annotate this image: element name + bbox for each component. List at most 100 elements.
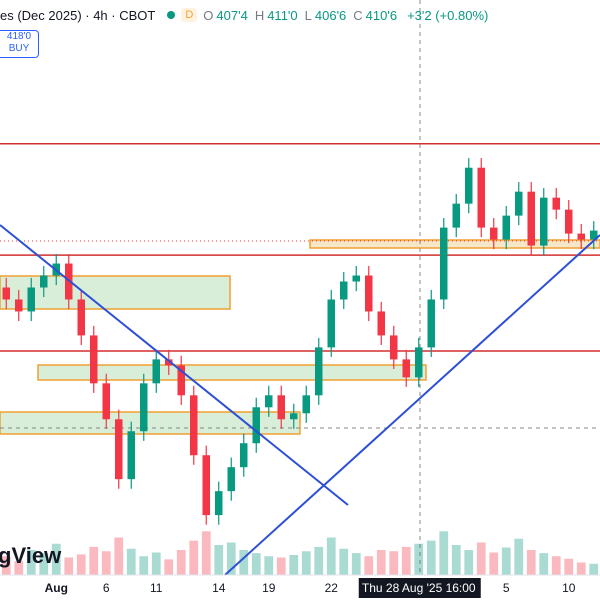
candle-body	[440, 227, 448, 300]
symbol: es (Dec 2025) · 4h · CBOT	[0, 7, 156, 23]
volume-bar	[514, 538, 524, 575]
volume-bar	[314, 546, 324, 575]
volume-bar	[589, 563, 599, 575]
candle-body	[277, 395, 285, 420]
volume-bar	[64, 557, 74, 575]
volume-bar	[139, 556, 149, 575]
volume-bar	[189, 540, 199, 575]
candle-body	[340, 281, 348, 300]
candle-body	[265, 395, 273, 408]
candle-body	[315, 347, 323, 396]
x-tick-label: 11	[150, 581, 163, 595]
candle-body	[227, 467, 235, 492]
candle-body	[577, 233, 585, 240]
volume-bar	[489, 552, 499, 575]
ohlc: O 407'4 H 411'0 L 406'6 C 410'6	[203, 8, 401, 23]
candle-body	[177, 365, 185, 396]
ohlc-value: 407'4	[216, 7, 248, 23]
volume-bar	[164, 559, 174, 575]
order-side: BUY	[8, 43, 30, 54]
x-tick-label: 19	[262, 581, 276, 595]
candle-body	[477, 167, 485, 228]
candle-body	[2, 287, 10, 300]
volume-bar	[551, 556, 561, 575]
x-tick-label: Aug	[45, 581, 68, 595]
candle-body	[390, 335, 398, 360]
volume-bar	[176, 550, 186, 575]
volume-bar	[576, 562, 586, 575]
ohlc-value: 410'6	[365, 7, 398, 23]
candle-body	[40, 275, 48, 288]
trend-line	[0, 224, 349, 506]
candle-body	[190, 395, 198, 456]
volume-bar	[1, 556, 11, 575]
volume-bar	[201, 531, 211, 575]
volume-bar	[451, 545, 461, 575]
candle-body	[540, 197, 548, 246]
volume-bar	[414, 543, 424, 575]
volume-bar	[476, 542, 486, 575]
candle-body	[365, 275, 373, 312]
volume-bar	[14, 561, 24, 575]
volume-bar	[214, 545, 224, 575]
candle-body	[77, 299, 85, 336]
volume-bar	[101, 551, 111, 575]
candle-body	[502, 215, 510, 240]
status-dot	[167, 11, 176, 19]
volume-bar	[364, 556, 374, 575]
volume-bar	[501, 547, 511, 575]
ohlc-key: L	[304, 7, 312, 23]
candle-body	[90, 335, 98, 384]
candle-body	[402, 359, 410, 378]
candle-body	[102, 383, 110, 420]
candle-body	[140, 383, 148, 432]
badge: D	[181, 8, 198, 22]
volume-bar	[539, 553, 549, 575]
volume-bar	[439, 531, 449, 575]
x-tick-label: 5	[503, 581, 510, 595]
zone	[309, 239, 600, 249]
candle-body	[27, 287, 35, 312]
candle-body	[202, 455, 210, 516]
candle-body	[15, 299, 23, 312]
volume-bar	[226, 542, 236, 575]
volume-bar	[426, 540, 436, 575]
candle-body	[152, 359, 160, 384]
candle-body	[415, 347, 423, 378]
volume-bar	[39, 553, 49, 575]
crosshair-label: Thu 28 Aug '25 16:00	[362, 581, 476, 595]
volume-bar	[301, 551, 311, 575]
candle-body	[327, 299, 335, 348]
candle-body	[565, 209, 573, 234]
volume-bar	[151, 552, 161, 575]
volume-bar	[339, 548, 349, 575]
crosshair-label-bg	[358, 578, 481, 598]
candle-body	[290, 413, 298, 420]
buy-button[interactable]: 418'0 BUY	[0, 30, 39, 58]
volume-bar	[526, 550, 536, 575]
zone	[37, 364, 427, 381]
volume-bar	[564, 558, 574, 575]
volume-bar	[376, 550, 386, 575]
volume-bar	[351, 553, 361, 575]
volume-bar	[51, 543, 61, 575]
change: +3'2 (+0.80%)	[407, 7, 489, 23]
order-price: 418'0	[6, 31, 32, 42]
candle-body	[527, 191, 535, 246]
candle-body	[240, 443, 248, 468]
volume-bar	[239, 550, 249, 575]
candle-body	[552, 197, 560, 210]
candle-body	[165, 359, 173, 366]
candle-body	[352, 275, 360, 282]
watermark: gView	[0, 543, 62, 568]
x-tick-label: 22	[325, 581, 339, 595]
candle-body	[465, 167, 473, 204]
volume-bar	[276, 557, 286, 575]
volume-bar	[289, 555, 299, 575]
ohlc-key: H	[254, 7, 265, 23]
volume-bar	[89, 546, 99, 575]
ohlc-key: O	[203, 7, 214, 23]
ohlc-value: 411'0	[267, 7, 298, 23]
volume-bar	[26, 550, 36, 575]
candle-body	[452, 203, 460, 228]
